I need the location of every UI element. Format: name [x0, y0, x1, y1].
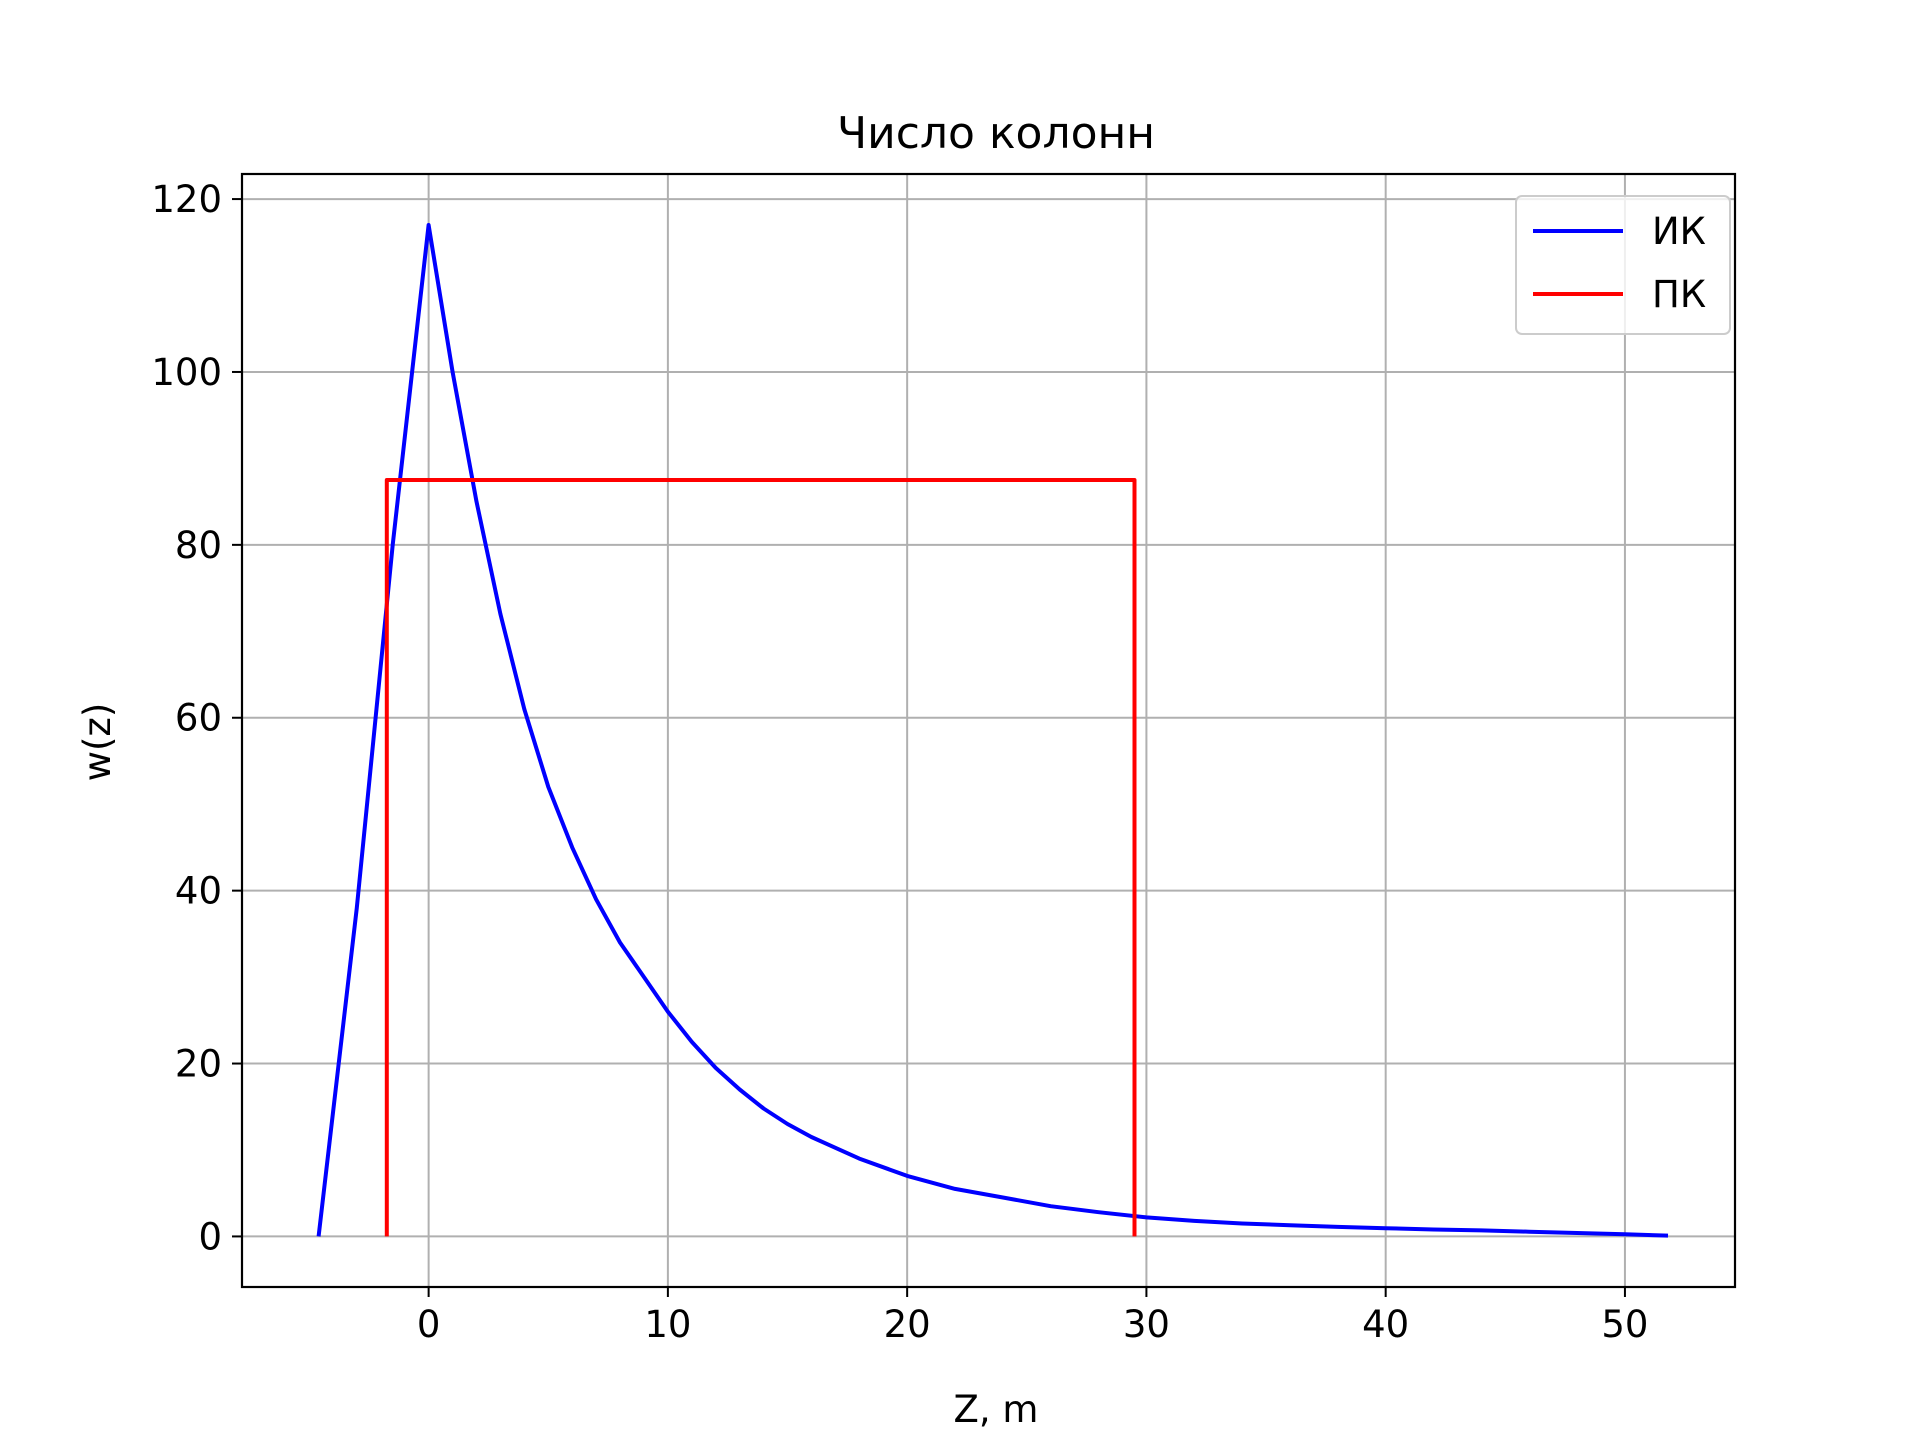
- plot-frame: [240, 172, 1737, 1289]
- y-tick-label: 100: [151, 351, 222, 394]
- x-tick-label: 20: [884, 1303, 931, 1346]
- series-ik-line: [316, 223, 1669, 1238]
- x-axis-title: Z, m: [954, 1388, 1039, 1431]
- chart-title: Число колонн: [837, 108, 1155, 159]
- x-tick-label: 30: [1123, 1303, 1170, 1346]
- y-tick-label: 60: [175, 697, 222, 740]
- ticks-layer: 0 10 20 30 40 50 0 20 40 60 80 100 120: [151, 178, 1648, 1346]
- y-axis-title: w(z): [76, 703, 119, 782]
- y-tick-label: 120: [151, 178, 222, 221]
- x-tick-label: 0: [417, 1303, 441, 1346]
- x-tick-label: 40: [1362, 1303, 1409, 1346]
- legend-label-pk: ПК: [1652, 273, 1706, 316]
- legend: ИК ПК: [1515, 195, 1731, 335]
- y-tick-label: 80: [175, 524, 222, 567]
- legend-label-ik: ИК: [1652, 210, 1706, 253]
- series-pk-line: [384, 478, 1137, 1237]
- y-tick-label: 40: [175, 870, 222, 913]
- x-tick-label: 50: [1601, 1303, 1648, 1346]
- y-tick-label: 0: [198, 1215, 222, 1258]
- series-layer: [316, 223, 1669, 1238]
- y-tick-label: 20: [175, 1043, 222, 1086]
- x-tick-label: 10: [644, 1303, 691, 1346]
- grid-layer: [242, 174, 1735, 1287]
